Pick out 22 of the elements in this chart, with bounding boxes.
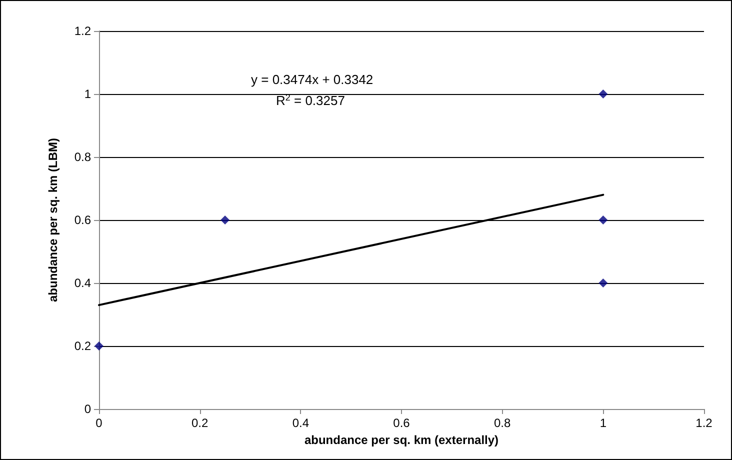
y-tick-label: 0.6 [74,213,92,227]
y-tick-label: 1.2 [74,24,92,38]
y-tick-label: 0.8 [74,150,92,164]
y-tick-label: 0.2 [74,339,92,353]
y-tick-label: 0 [84,402,92,416]
point [94,342,104,350]
x-tick-label: 1.2 [696,416,713,430]
point [220,216,230,224]
x-tick-label: 0 [96,416,103,430]
y-axis-title: abundance per sq. km (LBM) [46,138,60,302]
y-tick-label: 0.4 [74,276,92,290]
point [598,216,608,224]
y-tick-label: 1 [84,87,92,101]
x-tick-label: 0.2 [191,416,208,430]
annotation: y = 0.3474x + 0.3342 [251,72,374,87]
point [598,90,608,98]
x-tick-label: 1 [600,416,607,430]
x-tick-label: 0.4 [292,416,310,430]
x-tick-label: 0.6 [393,416,410,430]
point [598,278,608,288]
x-axis-title: abundance per sq. km (externally) [304,432,499,447]
x-tick-label: 0.8 [494,416,511,430]
